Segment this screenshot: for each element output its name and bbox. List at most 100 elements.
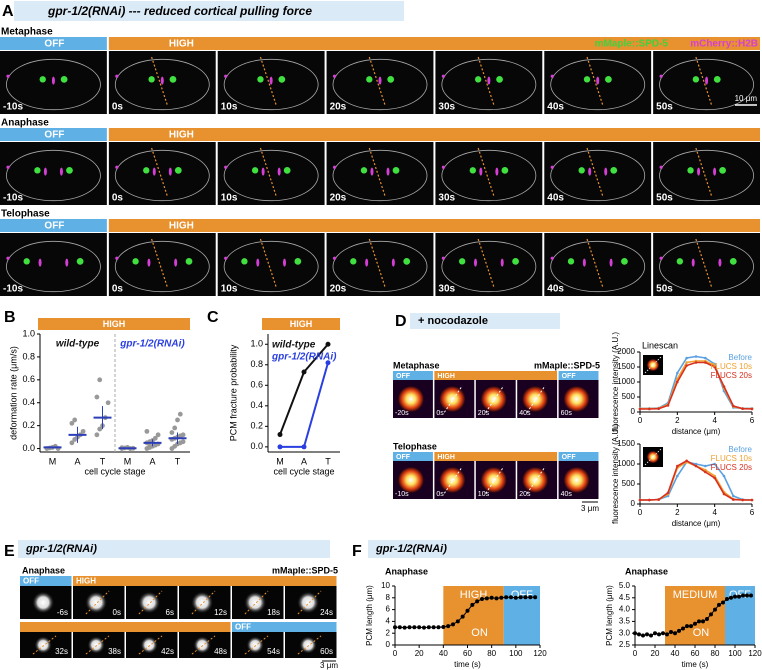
x-tick-label: 40 [439, 649, 448, 658]
data-point [94, 432, 100, 438]
y-axis-label: fluorescence intensity (A.U.) [611, 424, 620, 524]
centrosome [257, 76, 264, 83]
x-tick-label: 120 [748, 649, 762, 658]
micrograph [0, 233, 107, 296]
pcm-blob [299, 636, 318, 654]
data-point [749, 593, 753, 598]
flow-arrow [526, 385, 546, 413]
micrograph [435, 233, 543, 296]
data-point [509, 595, 513, 600]
centrosome [148, 76, 155, 83]
pcm-blob [398, 467, 424, 493]
centrosome [610, 166, 618, 174]
micrograph [653, 233, 760, 296]
data-point [697, 619, 701, 624]
cell-outline [332, 240, 428, 293]
y-tick-label: 1500 [617, 439, 635, 448]
flow-arrow [368, 147, 386, 198]
data-point [745, 593, 749, 598]
stim-label: OFF [235, 623, 251, 632]
polar-body [332, 74, 337, 78]
data-point [750, 498, 754, 502]
polar-body [332, 256, 337, 260]
y-tick-label: 0.4 [250, 400, 263, 410]
time-label: 50s [656, 284, 673, 295]
time-label: 20s [330, 193, 347, 204]
time-label: 30s [438, 193, 455, 204]
x-tick-label: 100 [509, 649, 523, 658]
centrosome [687, 167, 694, 174]
data-point [666, 491, 670, 495]
centrosome [283, 166, 291, 174]
chromatin [370, 167, 374, 176]
flow-arrow [138, 590, 163, 615]
time-label: 42s [161, 647, 174, 656]
x-tick-label: T [100, 456, 106, 466]
legend-entry: Before [728, 445, 752, 454]
x-tick-label: 20 [415, 649, 424, 658]
data-point [155, 432, 161, 438]
x-axis-label: distance (μm) [672, 519, 721, 528]
stim-label: HIGH [290, 319, 313, 329]
centrosome [496, 75, 503, 83]
data-point [80, 428, 86, 434]
pcm-blob [296, 591, 320, 614]
pcm-blob [439, 467, 466, 493]
time-label: 10s [221, 102, 238, 113]
stim-label: HIGH [437, 454, 455, 461]
flow-arrow [85, 635, 110, 655]
flow-arrow [443, 385, 463, 413]
stim-bar [262, 318, 340, 330]
data-point [301, 369, 307, 375]
data-point [518, 595, 523, 600]
cell-outline [6, 240, 101, 293]
data-point [451, 622, 455, 627]
chromatin [479, 167, 483, 176]
stim-bar [434, 371, 558, 380]
centrosome [578, 167, 585, 174]
chromatin [474, 258, 477, 267]
y-tick-label: 4.0 [619, 605, 631, 614]
data-point [722, 474, 726, 478]
data-point [446, 624, 451, 629]
data-point [172, 425, 178, 431]
stim-bar [20, 622, 231, 632]
time-label: 20s [519, 491, 531, 498]
cell-outline [550, 240, 646, 293]
data-point [681, 626, 685, 631]
stage-label: Metaphase [393, 360, 440, 370]
pcm-blob [243, 591, 267, 614]
data-point [685, 624, 689, 629]
centrosome [185, 257, 193, 265]
panel-title: gpr-1/2(RNAi) [25, 543, 97, 555]
pcm-blob [190, 591, 214, 614]
centrosome [469, 167, 477, 174]
flow-arrow [85, 590, 110, 615]
data-point [733, 594, 737, 599]
y-tick-label: 2.5 [619, 640, 631, 649]
centrosome [241, 258, 248, 265]
flow-arrow [151, 147, 169, 198]
chromatin [604, 167, 608, 176]
micrograph [217, 233, 325, 296]
cell-outline [114, 149, 210, 202]
stim-bar [0, 219, 107, 232]
flow-arrow [477, 238, 495, 289]
data-point [676, 464, 679, 468]
data-point [689, 624, 693, 629]
flow-arrow [485, 385, 505, 413]
legend-entry: FLUCS 20s [711, 371, 752, 380]
time-label: 30s [438, 284, 455, 295]
data-point [713, 607, 717, 612]
chromatin [697, 167, 701, 176]
y-tick-label: 0 [386, 640, 391, 649]
data-point [685, 356, 688, 360]
stim-bar [434, 452, 558, 461]
stim-label: OFF [44, 39, 64, 50]
flow-arrow [244, 635, 269, 655]
x-tick-label: 80 [487, 649, 496, 658]
data-point [729, 595, 733, 600]
data-point [431, 625, 436, 630]
data-point [657, 498, 660, 501]
polar-body [659, 165, 663, 169]
